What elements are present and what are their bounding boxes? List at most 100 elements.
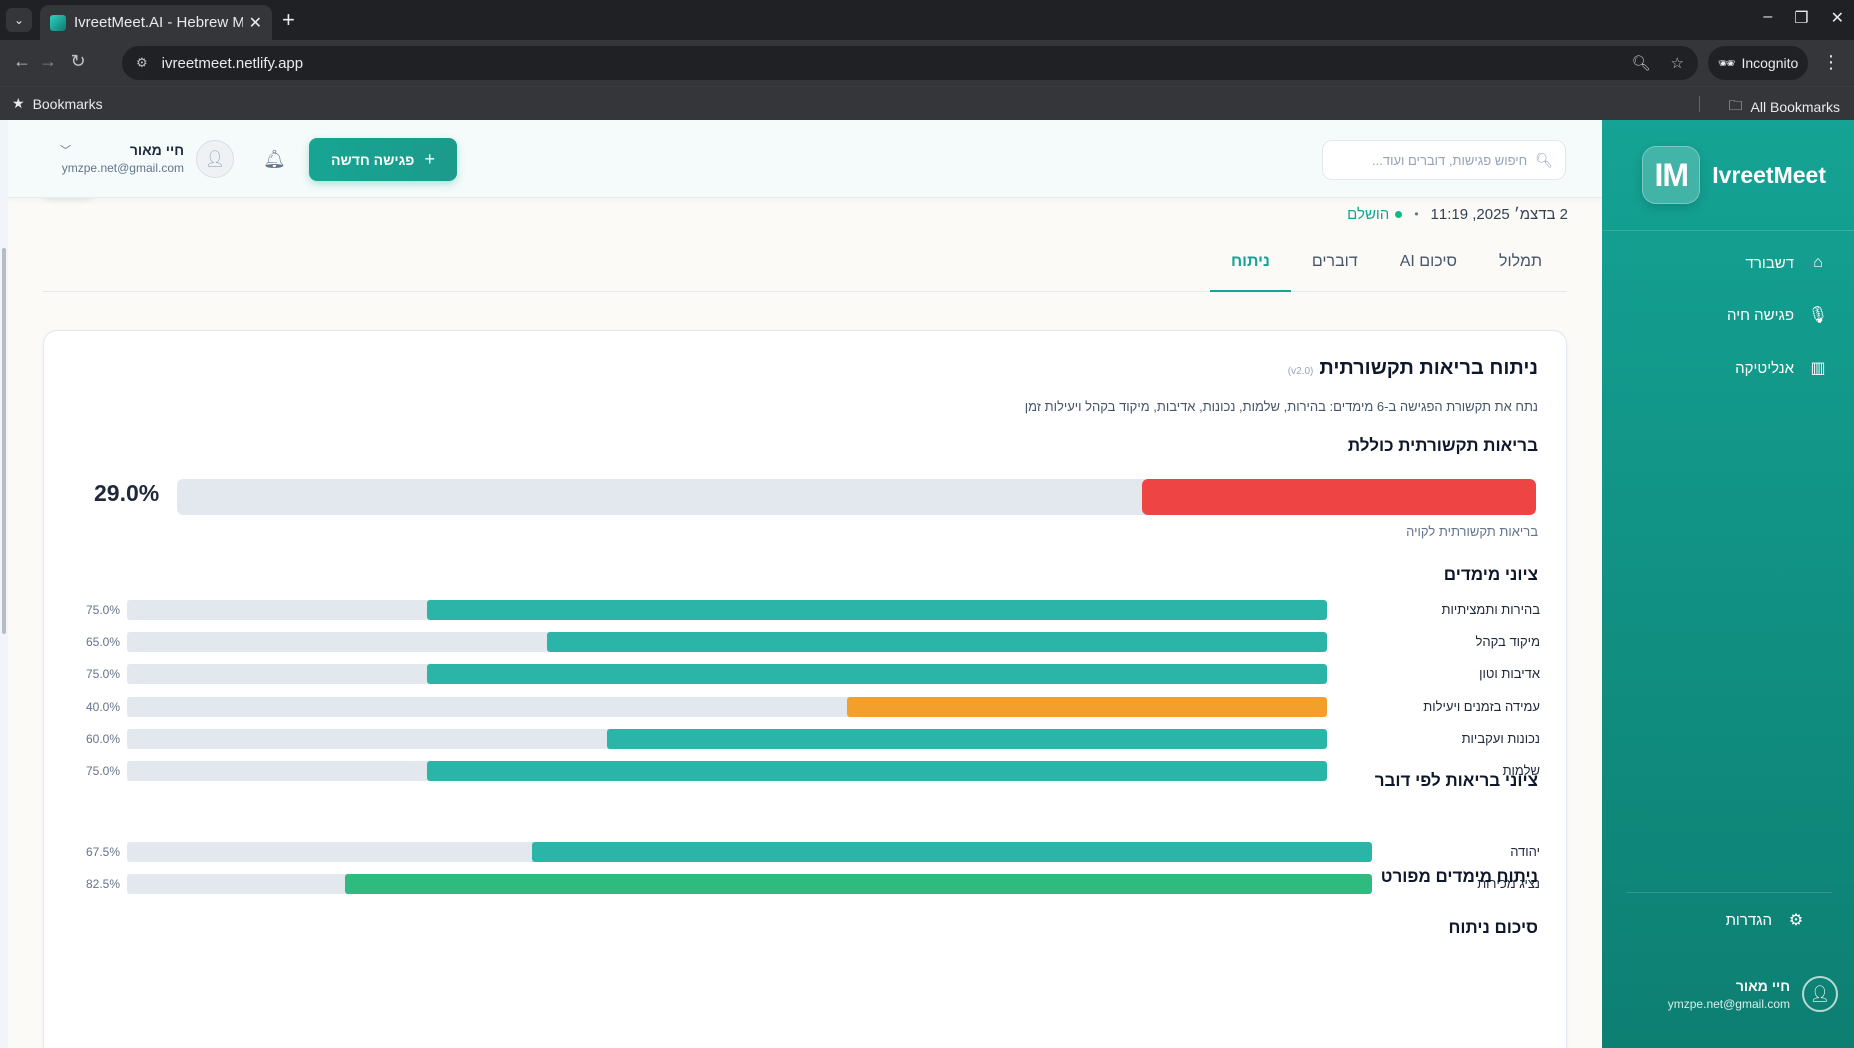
dimension-bar-track (127, 664, 1327, 685)
sidebar-user-info: חיי מאור ymzpe.net@gmail.com (1668, 978, 1790, 1011)
bookmarks-bar: ★ Bookmarks 🗀 All Bookmarks (0, 86, 1854, 120)
sidebar-avatar: 👤︎ (1802, 976, 1838, 1012)
speaker-bar-fill (531, 842, 1372, 862)
app-logo[interactable]: IM IvreetMeet (1642, 146, 1826, 204)
search-input[interactable]: 🔍︎ חיפוש פגישות, דוברים ועוד... (1322, 140, 1566, 180)
meeting-tabs: תמלול סיכום AI דוברים ניתוח (43, 250, 1567, 292)
speaker-percent: 67.5% (85, 845, 120, 859)
app-viewport: 🔍︎ חיפוש פגישות, דוברים ועוד... + פגישה … (0, 120, 1854, 1048)
bookmarks-button[interactable]: ★ Bookmarks (12, 95, 103, 112)
bookmarks-divider (1699, 96, 1700, 112)
scrollbar[interactable] (0, 120, 8, 1048)
sidebar-item-dashboard[interactable]: ⌂ דשבורד (1628, 254, 1828, 272)
search-icon: 🔍︎ (1535, 151, 1553, 168)
speaker-row: 82.5% נציג מכירות (80, 873, 1540, 895)
analysis-version: (v2.0) (1287, 366, 1314, 377)
tab-transcript[interactable]: תמלול (1499, 253, 1542, 270)
top-header: 🔍︎ חיפוש פגישות, דוברים ועוד... + פגישה … (8, 120, 1602, 198)
analysis-description: נתח את תקשורת הפגישה ב-6 מימדים: בהירות,… (1024, 399, 1538, 414)
sidebar-item-analytics[interactable]: ▥ אנליטיקה (1628, 358, 1828, 378)
incognito-badge[interactable]: 🕶︎ Incognito (1708, 46, 1808, 80)
user-menu[interactable]: חיי מאור ymzpe.net@gmail.com (60, 142, 184, 175)
site-info-icon[interactable]: ⚙ (136, 55, 148, 70)
analysis-card: ניתוח בריאות תקשורתית (v2.0) נתח את תקשו… (43, 330, 1567, 1048)
url-text[interactable]: ivreetmeet.netlify.app (161, 54, 304, 72)
chevron-down-icon[interactable]: ﹀ (60, 145, 71, 157)
sidebar-user-name: חיי מאור (1735, 977, 1790, 994)
plus-icon: + (424, 149, 435, 169)
back-icon[interactable]: ← (13, 51, 31, 71)
favicon-icon (50, 14, 66, 31)
dimension-label: נכונות ועקביות (1461, 730, 1540, 746)
tab-speakers[interactable]: דוברים (1311, 253, 1358, 270)
folder-icon: 🗀 (1728, 97, 1743, 113)
dimension-row: 75.0% שלמות (80, 760, 1540, 782)
header-user-email: ymzpe.net@gmail.com (61, 161, 184, 175)
chart-icon: ▥ (1810, 360, 1826, 377)
dimension-percent: 65.0% (85, 635, 120, 650)
new-meeting-button[interactable]: + פגישה חדשה (309, 138, 457, 181)
dimension-percent: 75.0% (85, 667, 120, 682)
sidebar-user[interactable]: 👤︎ חיי מאור ymzpe.net@gmail.com (1668, 976, 1838, 1012)
bookmarks-label: Bookmarks (32, 95, 103, 112)
dimension-percent: 75.0% (85, 764, 120, 778)
browser-tab[interactable]: IvreetMeet.AI - Hebrew M ✕ (40, 5, 272, 40)
status-dot-icon (1395, 210, 1403, 218)
dimension-bar-fill (427, 664, 1327, 685)
dimension-bar-fill (607, 728, 1327, 749)
sidebar-divider-bottom (1626, 892, 1832, 893)
dimension-percent: 75.0% (85, 603, 120, 617)
close-window-icon[interactable]: ✕ (1830, 10, 1844, 27)
speaker-label: נציג מכירות (1477, 876, 1540, 892)
dimensions-title: ציוני מימדים (1443, 565, 1538, 584)
analysis-summary-title: סיכום ניתוח (1448, 918, 1538, 937)
speaker-percent: 82.5% (85, 877, 120, 892)
reload-icon[interactable]: ↻ (70, 51, 86, 71)
meeting-datetime: 2 בדצמ׳ 2025, 11:19 (1430, 205, 1568, 223)
incognito-icon: 🕶︎ (1717, 54, 1736, 71)
star-icon[interactable]: ☆ (1670, 55, 1684, 72)
all-bookmarks-button[interactable]: 🗀 All Bookmarks (1729, 95, 1840, 119)
tab-search-dropdown-icon[interactable]: ⌄ (6, 8, 32, 32)
sidebar-item-settings[interactable]: ⚙ הגדרות (1726, 910, 1806, 930)
new-tab-button[interactable]: + (282, 7, 295, 32)
dimension-label: בהירות ותמציתיות (1441, 602, 1540, 617)
dimension-percent: 40.0% (85, 699, 120, 714)
forward-icon[interactable]: → (39, 51, 57, 71)
tab-analysis[interactable]: ניתוח (1209, 250, 1291, 292)
browser-menu-icon[interactable]: ⋮ (1822, 52, 1840, 72)
speaker-row: 67.5% יהודה (80, 841, 1540, 863)
tab-title: IvreetMeet.AI - Hebrew M (74, 14, 243, 31)
overall-health-percent: 29.0% (94, 480, 160, 506)
tab-ai-summary[interactable]: סיכום AI (1399, 253, 1457, 270)
dimension-bar-track (127, 761, 1327, 781)
user-avatar[interactable]: 👤︎ (196, 140, 234, 178)
header-user-name: חיי מאור (129, 142, 184, 158)
dimension-bar-fill (427, 761, 1327, 781)
notifications-bell-icon[interactable]: 🔔︎ (263, 149, 286, 169)
scrollbar-thumb[interactable] (2, 248, 6, 634)
restore-icon[interactable]: ❐ (1794, 10, 1809, 27)
zoom-icon[interactable]: 🔍︎ (1631, 55, 1651, 72)
address-bar[interactable]: ⚙ ivreetmeet.netlify.app 🔍︎ ☆ (122, 46, 1698, 80)
analysis-title-row: ניתוח בריאות תקשורתית (v2.0) (1288, 357, 1538, 380)
main-content: 🔍︎ חיפוש פגישות, דוברים ועוד... + פגישה … (8, 120, 1602, 1048)
dimension-bar-fill (427, 600, 1327, 620)
sidebar-item-live-meeting[interactable]: 🎙︎ פגישה חיה (1628, 305, 1828, 325)
dimension-bar-fill (847, 696, 1327, 717)
dimension-row: 65.0% מיקוד בקהל (80, 631, 1540, 653)
dimension-bar-track (127, 600, 1327, 620)
window-controls: – ❐ ✕ (1763, 8, 1844, 28)
dimension-bar-track (127, 696, 1327, 717)
dimension-label: אדיבות וטון (1479, 666, 1540, 682)
settings-label: הגדרות (1725, 911, 1772, 929)
all-bookmarks-label: All Bookmarks (1750, 99, 1840, 115)
meeting-meta: 2 בדצמ׳ 2025, 11:19 • הושלם (1347, 198, 1568, 230)
browser-tabstrip: ⌄ IvreetMeet.AI - Hebrew M ✕ + – ❐ ✕ (0, 0, 1854, 40)
dimension-bar-track (127, 632, 1327, 653)
status-badge: הושלם (1347, 206, 1403, 223)
overall-health-title: בריאות תקשורתית כוללת (1347, 436, 1538, 455)
dimension-label: שלמות (1502, 763, 1540, 778)
minimize-icon[interactable]: – (1763, 8, 1773, 25)
close-tab-icon[interactable]: ✕ (248, 14, 262, 32)
